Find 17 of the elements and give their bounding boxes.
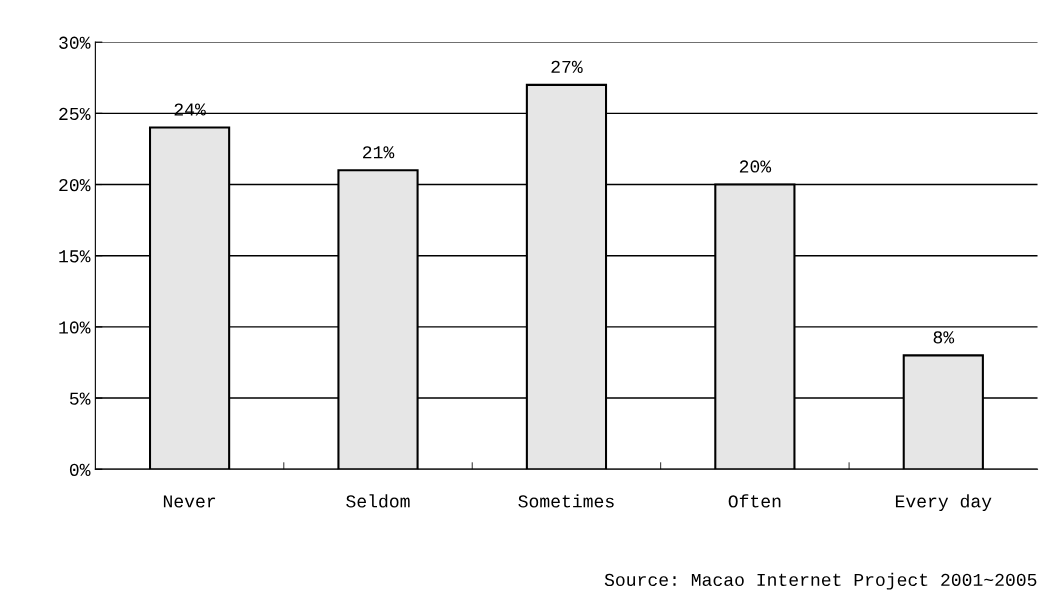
y-tick-label: 25%: [59, 107, 91, 121]
data-label: 21%: [363, 146, 395, 159]
data-label: 27%: [551, 60, 583, 73]
x-tick-label: Sometimes: [518, 494, 614, 508]
y-tick-label: 15%: [59, 250, 91, 263]
data-label: 20%: [739, 160, 772, 173]
data-label: 8%: [933, 331, 955, 344]
y-tick-label: 30%: [59, 36, 91, 49]
x-tick-label: Every day: [895, 494, 992, 512]
x-tick-label: Seldom: [346, 494, 410, 508]
y-tick-label: 0%: [69, 463, 91, 476]
y-tick-label: 20%: [59, 178, 91, 192]
x-tick-label: Never: [163, 495, 216, 508]
source-note: Source: Macao Internet Project 2001~2005: [604, 572, 1037, 590]
x-tick-label: Often: [728, 494, 781, 508]
y-tick-label: 5%: [69, 392, 91, 405]
y-tick-label: 10%: [59, 321, 91, 334]
